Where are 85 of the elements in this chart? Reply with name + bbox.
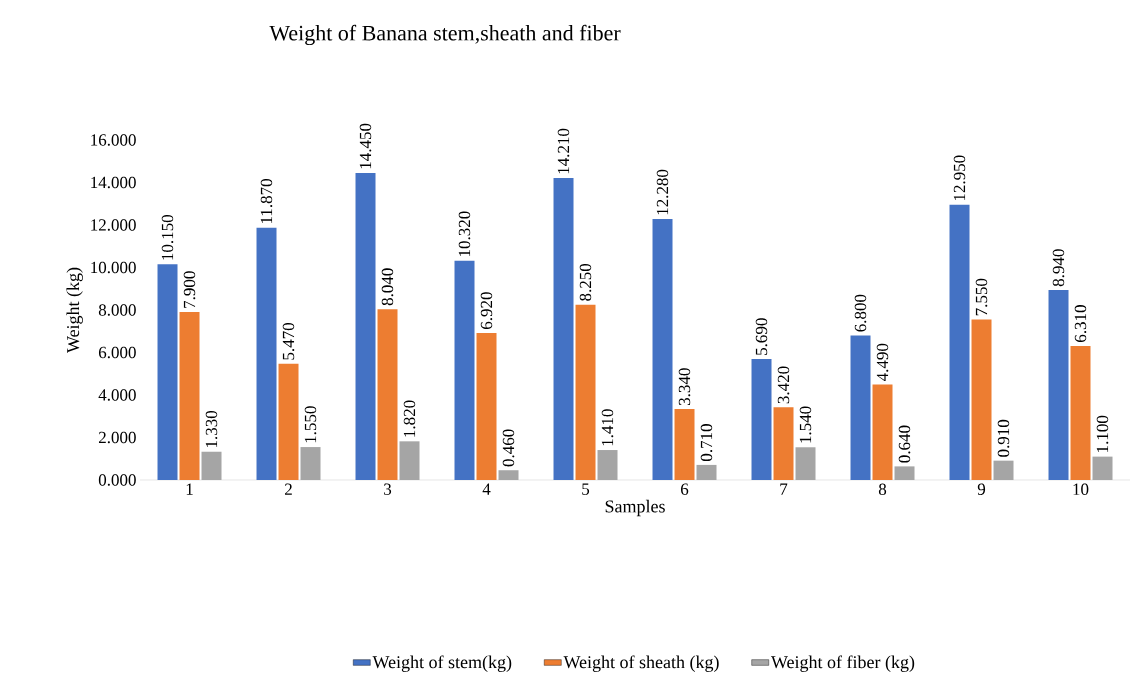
- data-label: 1.100: [1096, 416, 1109, 453]
- data-label: 6.920: [480, 292, 493, 330]
- bar: [894, 466, 915, 481]
- chart-title: Weight of Banana stem,sheath and fiber: [269, 25, 621, 46]
- data-label: 5.470: [282, 323, 295, 360]
- bar: [454, 260, 475, 481]
- data-label: 6.800: [854, 294, 867, 332]
- data-label: 0.640: [898, 425, 911, 463]
- data-label: 0.460: [502, 429, 515, 467]
- bar: [674, 409, 695, 481]
- data-label: 8.040: [381, 268, 394, 306]
- data-label: 3.340: [678, 368, 691, 406]
- data-label: 12.280: [656, 169, 669, 215]
- data-label: 3.420: [777, 366, 790, 404]
- y-tick-label: 12.000: [91, 219, 136, 231]
- bar: [553, 178, 574, 481]
- x-axis-title: Samples: [605, 500, 665, 517]
- bar: [377, 309, 398, 481]
- y-tick-label: 14.000: [91, 176, 136, 189]
- bar: [949, 205, 970, 481]
- data-label: 4.490: [876, 343, 889, 382]
- data-label: 10.150: [161, 215, 174, 260]
- bar: [256, 227, 277, 481]
- y-tick-label: 6.000: [98, 346, 136, 359]
- y-axis-title: Weight (kg): [66, 267, 83, 354]
- x-tick-label: 5: [582, 483, 590, 496]
- data-label: 1.330: [205, 411, 218, 448]
- data-label: 12.950: [953, 155, 966, 201]
- x-tick-label: 8: [878, 483, 887, 496]
- legend-label: Weight of sheath (kg): [563, 655, 719, 673]
- data-label: 0.710: [700, 424, 713, 462]
- data-label: 1.410: [601, 409, 614, 446]
- bar: [355, 173, 376, 481]
- y-tick-label: 4.000: [98, 389, 136, 401]
- bar: [1070, 346, 1091, 481]
- y-tick-label: 10.000: [91, 261, 136, 274]
- x-tick-label: 10: [1073, 483, 1089, 496]
- bar: [993, 460, 1014, 481]
- bar: [300, 447, 321, 481]
- bar: [278, 363, 299, 481]
- data-label: 6.310: [1074, 305, 1087, 343]
- data-label: 7.900: [183, 271, 196, 309]
- y-tick-label: 8.000: [98, 304, 136, 316]
- bar: [498, 470, 519, 481]
- bar: [1048, 290, 1069, 481]
- bar: [575, 304, 596, 481]
- y-tick-label: 2.000: [98, 431, 136, 444]
- x-tick-label: 7: [780, 483, 788, 495]
- bar: [476, 333, 497, 481]
- bar: [971, 319, 992, 481]
- bar: [179, 312, 200, 481]
- x-tick-label: 1: [186, 483, 193, 495]
- bar: [399, 441, 420, 481]
- data-label: 0.910: [997, 420, 1010, 458]
- data-label: 5.690: [755, 318, 768, 356]
- data-label: 1.540: [799, 406, 812, 443]
- x-tick-label: 3: [384, 483, 392, 496]
- bar: [696, 465, 717, 481]
- bar: [872, 384, 893, 481]
- x-tick-label: 9: [977, 483, 986, 496]
- data-label: 1.820: [403, 400, 416, 437]
- data-label: 1.550: [304, 406, 317, 443]
- y-tick-label: 16.000: [91, 134, 136, 146]
- data-label: 8.940: [1052, 249, 1065, 287]
- data-label: 14.210: [557, 128, 570, 174]
- data-label: 7.550: [975, 278, 988, 316]
- legend-label: Weight of stem(kg): [372, 655, 512, 673]
- bar: [751, 359, 772, 481]
- bar: [157, 264, 178, 481]
- bar: [597, 450, 618, 481]
- bar: [1092, 456, 1113, 481]
- data-label: 8.250: [579, 264, 592, 302]
- data-label: 10.320: [458, 211, 471, 257]
- x-tick-label: 6: [681, 483, 689, 496]
- bar: [652, 219, 673, 481]
- x-tick-label: 4: [482, 483, 491, 495]
- legend-label: Weight of fiber (kg): [770, 655, 915, 673]
- bar: [201, 451, 222, 481]
- bar: [773, 407, 794, 481]
- bar: [795, 447, 816, 481]
- data-label: 14.450: [359, 123, 372, 169]
- data-label: 11.870: [260, 179, 273, 224]
- bar: [850, 335, 871, 481]
- y-tick-label: 0.000: [98, 474, 136, 486]
- x-tick-label: 2: [285, 483, 292, 495]
